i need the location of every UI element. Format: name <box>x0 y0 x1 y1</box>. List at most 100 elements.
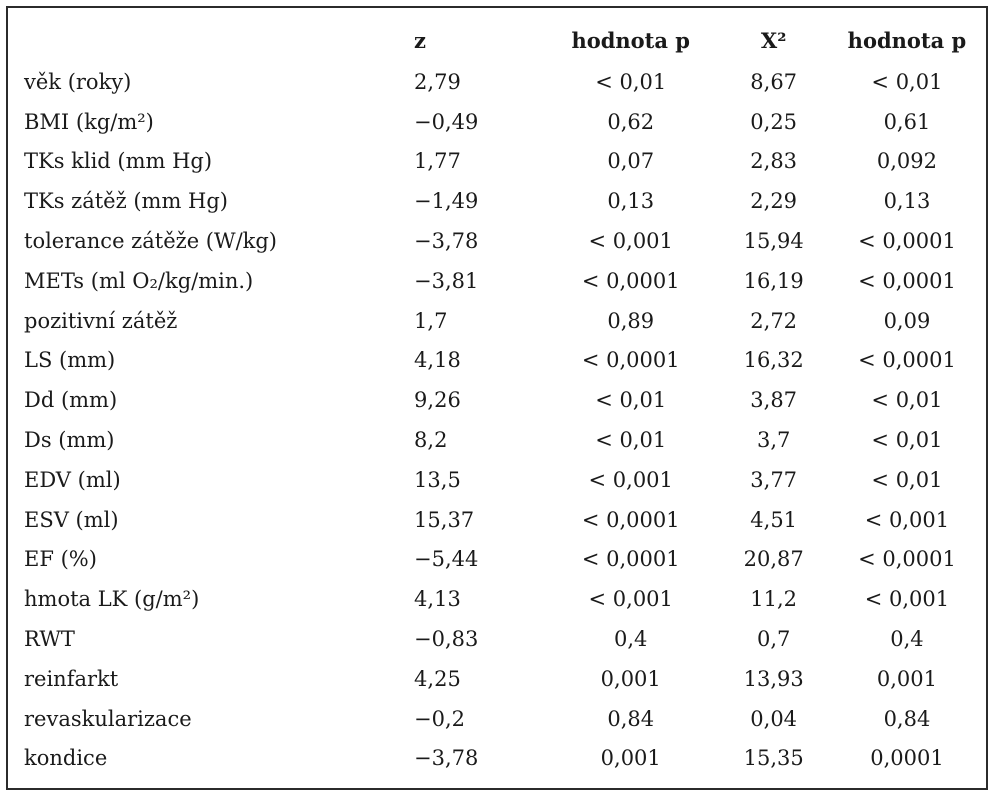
variable-name: TKs zátěž (mm Hg) <box>24 189 228 214</box>
z-value: −3,78 <box>414 229 479 254</box>
table-row: revaskularizace −0,2 0,84 0,04 0,84 <box>18 699 986 739</box>
table-row: TKs zátěž (mm Hg) −1,49 0,13 2,29 0,13 <box>18 181 986 221</box>
variable-name: tolerance zátěže (W/kg) <box>24 229 278 254</box>
p-value-chi: < 0,0001 <box>858 547 956 572</box>
p-value-z: < 0,0001 <box>581 348 680 373</box>
p-value-chi: 0,092 <box>876 149 937 174</box>
header-chi-square: X² <box>760 27 787 53</box>
z-value: −0,83 <box>414 627 479 652</box>
p-value-chi: 0,0001 <box>870 746 944 771</box>
chi-square-value: 0,25 <box>750 109 798 134</box>
variable-name: Ds (mm) <box>24 428 115 453</box>
chi-square-value: 15,35 <box>743 746 804 771</box>
p-value-z: < 0,001 <box>588 229 673 254</box>
p-value-chi: 0,4 <box>890 627 924 652</box>
chi-square-value: 16,19 <box>743 268 804 293</box>
p-value-z: < 0,01 <box>595 69 667 94</box>
p-value-chi: < 0,0001 <box>858 348 956 373</box>
z-value: −3,81 <box>414 268 479 293</box>
p-value-chi: < 0,01 <box>871 69 943 94</box>
table-body: věk (roky) 2,79 < 0,01 8,67 < 0,01 BMI (kg/m²… <box>18 62 986 778</box>
z-value: −1,49 <box>414 189 479 214</box>
p-value-chi: < 0,01 <box>871 388 943 413</box>
chi-square-value: 4,51 <box>750 507 798 532</box>
p-value-z: 0,84 <box>607 706 655 731</box>
table-row: LS (mm) 4,18 < 0,0001 16,32 < 0,0001 <box>18 341 986 381</box>
variable-name: reinfarkt <box>24 666 119 691</box>
p-value-chi: < 0,0001 <box>858 268 956 293</box>
table-row: kondice −3,78 0,001 15,35 0,0001 <box>18 739 986 779</box>
p-value-z: < 0,0001 <box>581 507 680 532</box>
table-row: EDV (ml) 13,5 < 0,001 3,77 < 0,01 <box>18 460 986 500</box>
chi-square-value: 16,32 <box>743 348 804 373</box>
z-value: 8,2 <box>414 428 448 453</box>
p-value-z: 0,62 <box>607 109 655 134</box>
z-value: −0,49 <box>414 109 479 134</box>
p-value-chi: < 0,001 <box>864 587 950 612</box>
p-value-z: 0,13 <box>607 189 655 214</box>
table-row: tolerance zátěže (W/kg) −3,78 < 0,001 15,94… <box>18 221 986 261</box>
p-value-z: 0,001 <box>600 666 661 691</box>
chi-square-value: 2,83 <box>750 149 798 174</box>
z-value: −3,78 <box>414 746 479 771</box>
z-value: 4,18 <box>414 348 461 373</box>
p-value-z: 0,001 <box>600 746 661 771</box>
p-value-chi: 0,001 <box>876 666 937 691</box>
chi-square-value: 15,94 <box>743 229 804 254</box>
chi-square-value: 2,72 <box>750 308 798 333</box>
variable-name: LS (mm) <box>24 348 116 373</box>
p-value-chi: 0,13 <box>883 189 931 214</box>
chi-square-value: 3,77 <box>750 467 798 492</box>
z-value: 13,5 <box>414 467 461 492</box>
table-row: pozitivní zátěž 1,7 0,89 2,72 0,09 <box>18 301 986 341</box>
table-frame: z hodnota p X² hodnota p věk (roky) 2,79 <… <box>6 6 988 790</box>
z-value: 2,79 <box>414 69 461 94</box>
variable-name: EF (%) <box>24 547 97 572</box>
z-value: 4,13 <box>414 587 461 612</box>
header-p-value-2: hodnota p <box>847 27 967 53</box>
table-row: ESV (ml) 15,37 < 0,0001 4,51 < 0,001 <box>18 500 986 540</box>
table-row: věk (roky) 2,79 < 0,01 8,67 < 0,01 <box>18 62 986 102</box>
variable-name: revaskularizace <box>24 706 192 731</box>
p-value-chi: 0,61 <box>883 109 931 134</box>
variable-name: kondice <box>24 746 108 771</box>
p-value-z: 0,4 <box>614 627 648 652</box>
chi-square-value: 8,67 <box>750 69 798 94</box>
z-value: 1,77 <box>414 149 461 174</box>
table-row: Ds (mm) 8,2 < 0,01 3,7 < 0,01 <box>18 420 986 460</box>
chi-square-value: 2,29 <box>750 189 798 214</box>
table-row: TKs klid (mm Hg) 1,77 0,07 2,83 0,092 <box>18 142 986 182</box>
statistics-table: z hodnota p X² hodnota p věk (roky) 2,79 <… <box>18 18 986 778</box>
variable-name: hmota LK (g/m²) <box>24 587 200 612</box>
p-value-z: < 0,001 <box>588 467 673 492</box>
variable-name: EDV (ml) <box>24 467 121 492</box>
table-row: reinfarkt 4,25 0,001 13,93 0,001 <box>18 659 986 699</box>
variable-name: TKs klid (mm Hg) <box>24 149 213 174</box>
header-z: z <box>414 27 426 53</box>
table-row: EF (%) −5,44 < 0,0001 20,87 < 0,0001 <box>18 540 986 580</box>
variable-name: pozitivní zátěž <box>24 308 178 333</box>
variable-name: ESV (ml) <box>24 507 119 532</box>
chi-square-value: 3,7 <box>756 428 791 453</box>
chi-square-value: 3,87 <box>750 388 798 413</box>
z-value: 9,26 <box>414 388 461 413</box>
p-value-chi: < 0,01 <box>871 428 943 453</box>
variable-name: Dd (mm) <box>24 388 118 413</box>
chi-square-value: 13,93 <box>743 666 804 691</box>
table-row: BMI (kg/m²) −0,49 0,62 0,25 0,61 <box>18 102 986 142</box>
variable-name: BMI (kg/m²) <box>24 109 154 134</box>
table-row: Dd (mm) 9,26 < 0,01 3,87 < 0,01 <box>18 380 986 420</box>
z-value: 15,37 <box>414 507 475 532</box>
header-variable <box>18 18 400 62</box>
chi-square-value: 0,7 <box>756 627 791 652</box>
z-value: 1,7 <box>414 308 448 333</box>
p-value-z: 0,07 <box>607 149 655 174</box>
variable-name: METs (ml O₂/kg/min.) <box>24 268 254 293</box>
table-row: hmota LK (g/m²) 4,13 < 0,001 11,2 < 0,001 <box>18 579 986 619</box>
p-value-chi: < 0,0001 <box>858 229 956 254</box>
p-value-z: < 0,0001 <box>581 268 680 293</box>
z-value: −5,44 <box>414 547 479 572</box>
p-value-z: < 0,0001 <box>581 547 680 572</box>
p-value-chi: 0,09 <box>883 308 931 333</box>
p-value-z: 0,89 <box>607 308 655 333</box>
